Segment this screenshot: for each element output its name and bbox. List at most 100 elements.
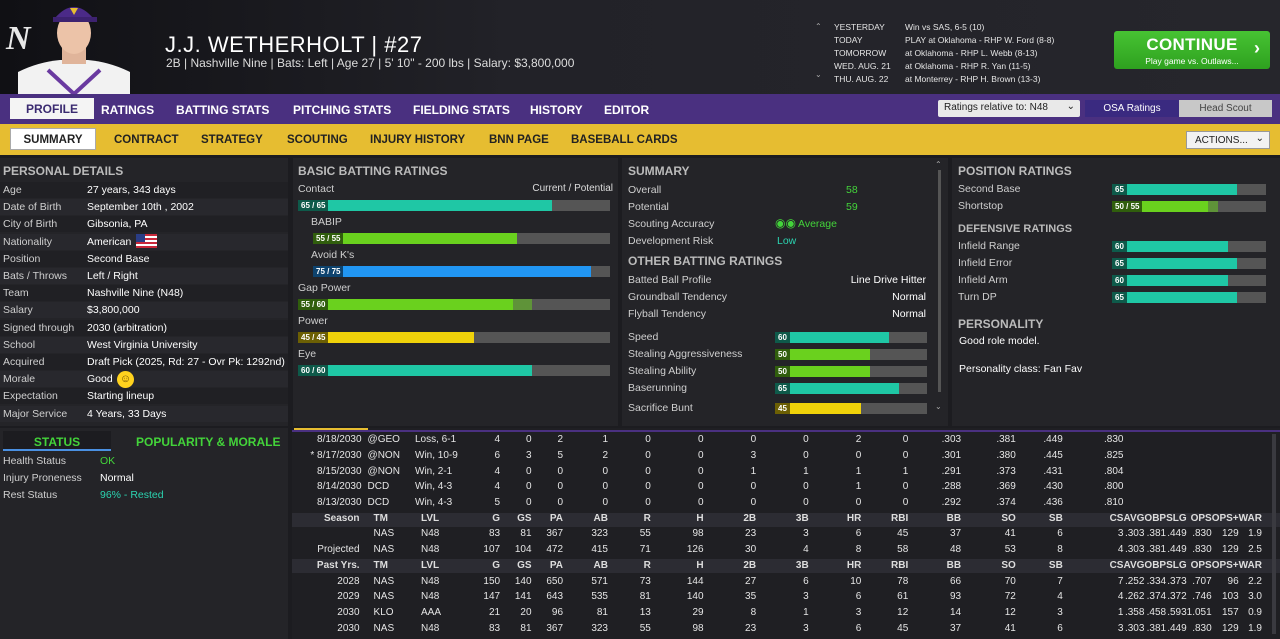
stat-cell: Projected bbox=[317, 544, 360, 556]
stats-row[interactable]: 2028 NAS N48 150 140 650 571 73 144 27 6 10 78 66 70 7 7… bbox=[298, 573, 1262, 589]
stats-row[interactable]: 2029 NAS N48 147 141 643 535 81 140 35 3 6 61 93 72 4 4.… bbox=[298, 589, 1262, 605]
ratings-relative-select[interactable]: Ratings relative to: N48 ⌄ bbox=[938, 100, 1080, 117]
schedule-up-icon[interactable]: ⌃ bbox=[815, 22, 822, 31]
stat-cell: 2029 bbox=[337, 591, 360, 603]
stat-cell: N48 bbox=[421, 622, 440, 634]
stats-row[interactable]: NAS N48 83 81 367 323 55 98 23 3 6 45 37 41 6 3.303.381… bbox=[298, 526, 1262, 542]
stats-scrollbar[interactable] bbox=[1272, 434, 1276, 634]
bar-value: 65 bbox=[1112, 184, 1127, 195]
stat-cell: 650 bbox=[546, 575, 564, 587]
stat-cell: 66 bbox=[949, 575, 962, 587]
scrollbar[interactable] bbox=[938, 170, 941, 392]
tab-profile[interactable]: PROFILE bbox=[10, 98, 94, 119]
status-panel: STATUS POPULARITY & MORALE Health Status… bbox=[0, 428, 288, 639]
game-log-row[interactable]: * 8/17/2030 @NON Win, 10-9 6 3 5 2 0 0 3 0 0 0 .301 .3… bbox=[298, 448, 1262, 464]
scroll-up-icon[interactable]: ⌃ bbox=[935, 160, 942, 169]
stats-header-label: Season bbox=[323, 512, 360, 524]
tab-batting-stats[interactable]: BATTING STATS bbox=[176, 103, 270, 117]
bar-current bbox=[1112, 292, 1238, 303]
stat-cell: 0 bbox=[750, 481, 757, 493]
defensive-rating-bar: 65 bbox=[1112, 258, 1266, 269]
position-rating-label: Shortstop bbox=[958, 200, 1003, 212]
personal-value: Draft Pick (2025, Rd: 27 - Ovr Pk: 1292n… bbox=[87, 356, 285, 368]
personal-label: Date of Birth bbox=[3, 201, 62, 214]
game-log-row[interactable]: 8/14/2030 DCD Win, 4-3 4 0 0 0 0 0 0 0 1 0 .288 .369 .4… bbox=[298, 479, 1262, 495]
tab-status[interactable]: STATUS bbox=[3, 431, 111, 451]
stats-header-cell: WAR bbox=[1238, 559, 1262, 571]
stats-tab-indicator bbox=[294, 428, 368, 430]
stat-cell: .372 bbox=[1167, 591, 1187, 603]
bar-current bbox=[775, 332, 889, 343]
tab-pitching-stats[interactable]: PITCHING STATS bbox=[293, 103, 392, 117]
stats-row[interactable]: 2030 NAS N48 83 81 367 323 55 98 23 3 6 45 37 41 6 3.303… bbox=[298, 620, 1262, 636]
bar-current bbox=[1112, 258, 1238, 269]
personal-row: Date of Birth September 10th , 2002 bbox=[0, 199, 288, 216]
actions-dropdown[interactable]: ACTIONS... ⌄ bbox=[1186, 131, 1270, 149]
stat-cell: 0 bbox=[645, 497, 651, 509]
stat-cell: 8 bbox=[1057, 544, 1063, 556]
personal-label: Nationality bbox=[3, 235, 53, 248]
personal-label: Team bbox=[3, 287, 29, 300]
stats-header-row: Past Yrs. TM LVL G GS PA AB R H 2B 3B HR RBI BB SO SB CS… bbox=[298, 558, 1262, 574]
subtab-summary[interactable]: SUMMARY bbox=[10, 128, 96, 150]
running-rating-label: Speed bbox=[628, 331, 659, 343]
stat-cell: 0 bbox=[803, 481, 809, 493]
stats-row[interactable]: 2030 KLO AAA 21 20 96 81 13 29 8 1 3 12 14 12 3 1.358.45… bbox=[298, 605, 1262, 621]
subtab-scouting[interactable]: SCOUTING bbox=[287, 134, 348, 146]
running-rating-bar: 60 bbox=[775, 332, 927, 343]
stat-cell: .303 bbox=[1124, 528, 1145, 540]
stat-cell: 6 bbox=[803, 575, 809, 587]
personal-row: Age 27 years, 343 days bbox=[0, 182, 288, 198]
bar-value: 60 bbox=[1112, 241, 1127, 252]
subtab-bnn-page[interactable]: BNN PAGE bbox=[489, 134, 549, 146]
bar-value: 50 / 55 bbox=[1112, 201, 1143, 212]
stat-cell: 3 bbox=[1117, 528, 1124, 540]
osa-ratings-button[interactable]: OSA Ratings bbox=[1085, 100, 1179, 117]
bar-value: 55 / 55 bbox=[313, 233, 344, 244]
bar-value: 45 bbox=[775, 403, 790, 414]
game-log-row[interactable]: 8/15/2030 @NON Win, 2-1 4 0 0 0 0 0 1 1 1 1 .291 .373.… bbox=[298, 463, 1262, 479]
tab-popularity-morale[interactable]: POPULARITY & MORALE bbox=[136, 435, 281, 449]
stat-cell: Loss, 6-1 bbox=[415, 434, 457, 446]
batting-rating-label: Gap Power bbox=[298, 282, 351, 294]
stat-cell: 3 bbox=[803, 591, 809, 603]
stat-cell: 0 bbox=[602, 481, 608, 493]
tab-history[interactable]: HISTORY bbox=[530, 103, 583, 117]
stats-row[interactable]: Projected NAS N48 107 104 472 415 71 126 30 4 8 58 48… bbox=[298, 542, 1262, 558]
tab-editor[interactable]: EDITOR bbox=[604, 103, 650, 117]
subtab-contract[interactable]: CONTRACT bbox=[114, 134, 179, 146]
stat-cell: 23 bbox=[745, 528, 757, 540]
stat-cell: 81 bbox=[520, 528, 532, 540]
stat-cell: 13 bbox=[639, 606, 651, 618]
stat-cell: 0 bbox=[602, 465, 608, 477]
stat-cell: 157 bbox=[1221, 606, 1239, 618]
stat-cell: 3 bbox=[1117, 622, 1124, 634]
defensive-rating-label: Turn DP bbox=[958, 291, 997, 303]
stat-cell: 8 bbox=[855, 544, 862, 556]
scroll-down-icon[interactable]: ⌄ bbox=[935, 402, 942, 411]
personal-row: Major Service 4 Years, 33 Days bbox=[0, 405, 288, 422]
subtab-baseball-cards[interactable]: BASEBALL CARDS bbox=[571, 134, 678, 146]
personality-class: Personality class: Fan Fav bbox=[959, 363, 1083, 375]
stat-cell: 0 bbox=[750, 434, 757, 446]
personal-label: Age bbox=[3, 184, 22, 196]
stat-cell: N48 bbox=[421, 544, 440, 556]
head-scout-button[interactable]: Head Scout bbox=[1179, 100, 1272, 117]
stat-cell: KLO bbox=[373, 606, 394, 618]
tab-fielding-stats[interactable]: FIELDING STATS bbox=[413, 103, 510, 117]
stat-cell: 415 bbox=[591, 544, 608, 556]
continue-button[interactable]: CONTINUE Play game vs. Outlaws... › bbox=[1114, 31, 1270, 69]
game-log-row[interactable]: 8/18/2030 @GEO Loss, 6-1 4 0 2 1 0 0 0 0 2 0 .303 .381… bbox=[298, 432, 1262, 448]
stat-cell: Win, 2-1 bbox=[415, 465, 453, 477]
stat-cell: 0 bbox=[525, 481, 532, 493]
stats-header-cell: CS bbox=[1109, 559, 1124, 571]
schedule-down-icon[interactable]: ⌄ bbox=[815, 70, 822, 79]
stat-cell: 0 bbox=[645, 465, 651, 477]
subtab-strategy[interactable]: STRATEGY bbox=[201, 134, 263, 146]
game-log-row[interactable]: 8/13/2030 DCD Win, 4-3 5 0 0 0 0 0 0 0 0 0 .292 .374 .4… bbox=[298, 495, 1262, 511]
stats-header-cell: SLG bbox=[1166, 512, 1187, 524]
subtab-injury-history[interactable]: INJURY HISTORY bbox=[370, 134, 466, 146]
tab-ratings[interactable]: RATINGS bbox=[101, 103, 155, 117]
stat-cell: 4 bbox=[494, 481, 501, 493]
schedule-row: YESTERDAY Win vs SAS, 6-5 (10) bbox=[834, 22, 984, 32]
